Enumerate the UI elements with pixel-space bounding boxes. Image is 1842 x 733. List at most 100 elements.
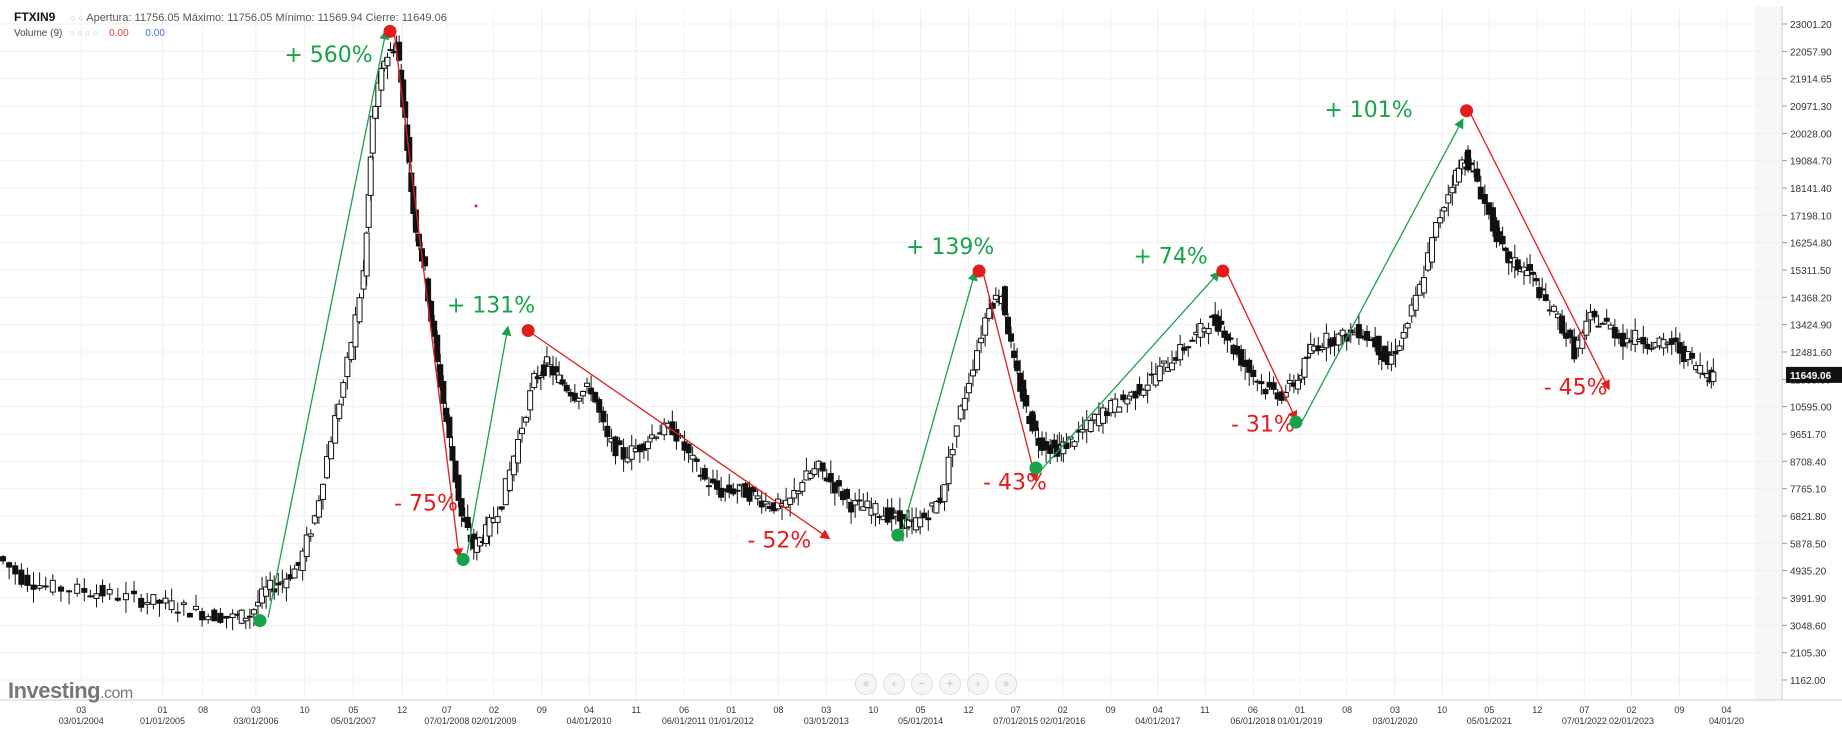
candle-body <box>714 480 721 490</box>
y-tick-label: 21914.65 <box>1790 75 1832 86</box>
candle-body <box>519 427 526 435</box>
candle-body <box>559 379 566 385</box>
candle-body <box>1116 406 1123 413</box>
candle-body <box>1246 359 1253 373</box>
x-tick-label-bottom: 02/01/2023 <box>1609 716 1654 726</box>
candle-body <box>1583 320 1590 336</box>
candle-body <box>1189 339 1196 342</box>
nav-last-button[interactable]: » <box>995 673 1017 695</box>
candle-body <box>986 308 993 319</box>
low-marker <box>891 528 905 542</box>
candle-body <box>390 51 397 54</box>
candle-body <box>1527 264 1534 271</box>
volume-settings-icon[interactable]: ○ ○ ○ ○ <box>69 28 99 38</box>
candle-body <box>1514 259 1521 271</box>
candle-body <box>1071 441 1078 447</box>
x-tick-label-top: 01 <box>1295 705 1305 715</box>
nav-next-button[interactable]: › <box>967 673 989 695</box>
candle-body <box>144 601 151 605</box>
candle-body <box>452 460 459 483</box>
candle-body <box>689 454 696 460</box>
candle-body <box>1160 360 1167 364</box>
last-price-tag <box>1786 366 1842 383</box>
candle-body <box>1169 362 1176 371</box>
x-tick-label-top: 03 <box>251 705 261 715</box>
x-tick-label-top: 06 <box>1248 705 1258 715</box>
candle-body <box>254 601 261 607</box>
candle-body <box>434 334 441 363</box>
candle-body <box>1481 193 1488 204</box>
x-tick-label-top: 04 <box>1722 705 1732 715</box>
candle-body <box>1335 333 1342 346</box>
candle-body <box>604 425 611 438</box>
x-tick-label-top: 11 <box>1200 705 1209 715</box>
candle-body <box>510 455 517 476</box>
x-tick-label-top: 05 <box>1484 705 1494 715</box>
x-tick-label-bottom: 07/01/2022 <box>1562 716 1607 726</box>
candle-body <box>1270 382 1277 390</box>
annotation-label: - 31% <box>1231 412 1295 437</box>
y-tick-label: 3048.60 <box>1790 621 1827 632</box>
candle-body <box>1433 222 1440 238</box>
candle-body <box>620 447 627 460</box>
candle-body <box>969 369 976 377</box>
candle-body <box>1400 331 1407 339</box>
x-tick-label-bottom: 06/01/2018 <box>1230 716 1275 726</box>
candle-body <box>1023 394 1030 407</box>
x-tick-label-bottom: 04/01/2010 <box>567 716 612 726</box>
x-tick-label-top: 01 <box>726 705 736 715</box>
candle-body <box>1404 323 1411 329</box>
candle-body <box>1005 316 1012 335</box>
candle-body <box>965 382 972 394</box>
annotation-label: + 74% <box>1133 244 1207 269</box>
candle-body <box>537 375 544 378</box>
candle-body <box>81 588 88 593</box>
candle-body <box>1502 247 1509 252</box>
candle-body <box>455 474 462 501</box>
settings-circles-icon[interactable]: ○ ○ <box>70 13 84 23</box>
trend-arrow <box>466 325 512 554</box>
candle-body <box>1520 266 1527 273</box>
zoom-in-button[interactable]: + <box>939 673 961 695</box>
annotation-label: - 52% <box>748 528 812 553</box>
trend-arrow <box>982 272 1039 483</box>
candle-body <box>275 582 282 586</box>
x-tick-label-bottom: 01/01/2019 <box>1277 716 1322 726</box>
candle-body <box>746 487 753 502</box>
candle-body <box>367 156 374 196</box>
candle-body <box>1429 237 1436 263</box>
candle-body <box>974 350 981 371</box>
annotation-label: - 75% <box>394 492 458 517</box>
nav-first-button[interactable]: « <box>855 673 877 695</box>
annotation-label: - 45% <box>1544 376 1608 401</box>
candle-body <box>571 392 578 402</box>
candle-body <box>299 550 306 571</box>
candle-body <box>1689 352 1696 359</box>
zoom-out-button[interactable]: − <box>911 673 933 695</box>
candle-body <box>693 458 700 462</box>
candle-body <box>1567 329 1574 338</box>
candle-body <box>1136 383 1143 395</box>
low-marker <box>1029 461 1043 475</box>
x-tick-label-bottom: 07/01/2008 <box>424 716 469 726</box>
candle-body <box>168 600 175 611</box>
candle-body <box>1001 286 1008 316</box>
candle-body <box>575 397 582 402</box>
candle-body <box>42 585 49 588</box>
candle-body <box>1120 394 1127 401</box>
x-tick-label-top: 12 <box>963 705 973 715</box>
nav-prev-button[interactable]: ‹ <box>883 673 905 695</box>
candle-body <box>835 480 842 487</box>
x-tick-label-top: 12 <box>397 705 407 715</box>
candle-body <box>945 456 952 485</box>
candle-body <box>18 569 25 585</box>
y-tick-label: 18141.40 <box>1790 184 1832 195</box>
y-tick-label: 7765.10 <box>1790 485 1827 496</box>
trend-arrow <box>1470 113 1610 391</box>
x-tick-label-top: 09 <box>1106 705 1116 715</box>
candle-body <box>1603 317 1610 322</box>
candle-body <box>437 364 444 388</box>
candle-body <box>242 617 249 622</box>
y-tick-label: 10595.00 <box>1790 403 1832 414</box>
candle-body <box>1079 428 1086 433</box>
